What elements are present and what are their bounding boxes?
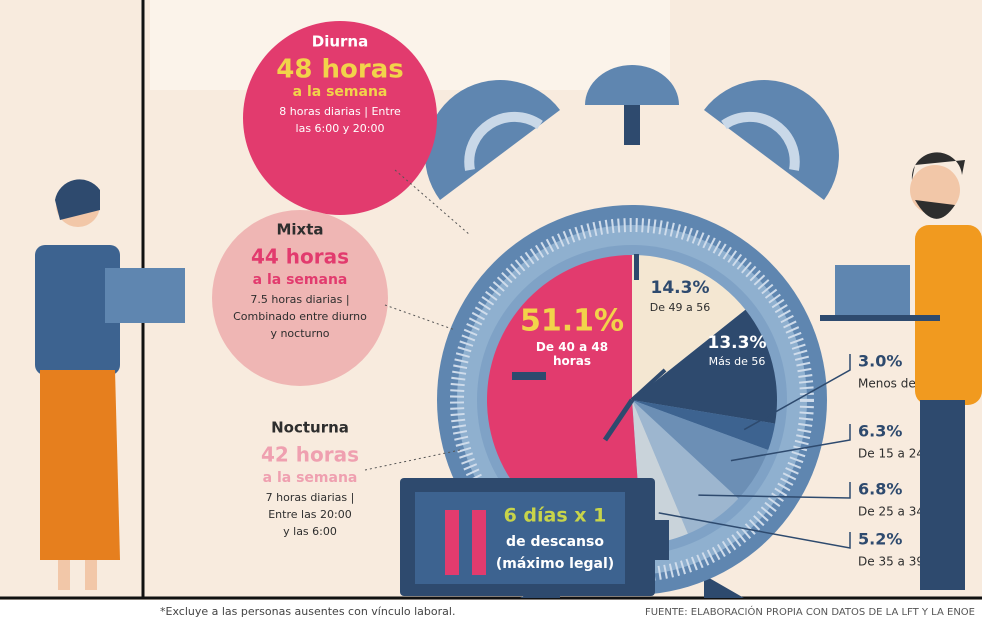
category-text: De 40 a 48 horas [527,340,617,368]
value-label: 6.3% [858,422,902,441]
rest-box: 6 días x 1 de descanso (máximo legal) [400,478,669,596]
infographic: 14.3%De 49 a 5613.3%Más de 563.0%Menos d… [0,0,982,625]
category-label: De 15 a 24 [858,447,924,461]
shift-name: Mixta [276,221,323,239]
shift-per: a la semana [263,470,358,486]
shift-detail: Combinado entre diurno [233,310,367,323]
shift-detail: las 6:00 y 20:00 [296,122,385,135]
value-label: 51.1% [520,304,624,339]
shift-hours: 44 horas [251,245,349,269]
shift-detail: Entre las 20:00 [268,508,352,521]
value-label: 6.8% [858,480,902,499]
category-label: Más de 56 [709,355,766,368]
category-label: De 35 a 39 [858,555,924,569]
footnote: *Excluye a las personas ausentes con vín… [160,605,455,618]
category-label: De 25 a 34 [858,505,924,519]
shift-hours: 48 horas [276,55,403,85]
source: FUENTE: ELABORACIÓN PROPIA CON DATOS DE … [645,605,975,618]
shift-detail: y las 6:00 [283,525,337,538]
shift-per: a la semana [293,84,388,100]
shift-detail: 7.5 horas diarias | [250,293,349,306]
rest-line: (máximo legal) [496,556,614,572]
value-label: 5.2% [858,530,902,549]
value-label: 3.0% [858,352,902,371]
value-label: 14.3% [651,278,710,298]
shift-name: Nocturna [271,419,349,437]
shift-name: Diurna [312,33,368,51]
shift-per: a la semana [253,272,348,288]
shift-detail: 8 horas diarias | Entre [279,105,401,118]
category-label: De 49 a 56 [650,301,710,314]
shift-hours: 42 horas [261,443,359,467]
value-label: 13.3% [708,333,767,353]
shift-detail: y nocturno [270,327,329,340]
rest-line: de descanso [506,534,604,550]
shift-detail: 7 horas diarias | [266,491,355,504]
rest-line: 6 días x 1 [504,505,607,527]
